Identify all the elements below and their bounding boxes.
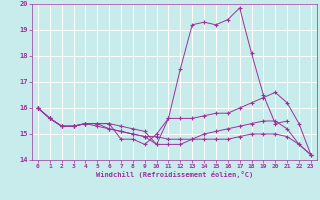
X-axis label: Windchill (Refroidissement éolien,°C): Windchill (Refroidissement éolien,°C) [96,171,253,178]
